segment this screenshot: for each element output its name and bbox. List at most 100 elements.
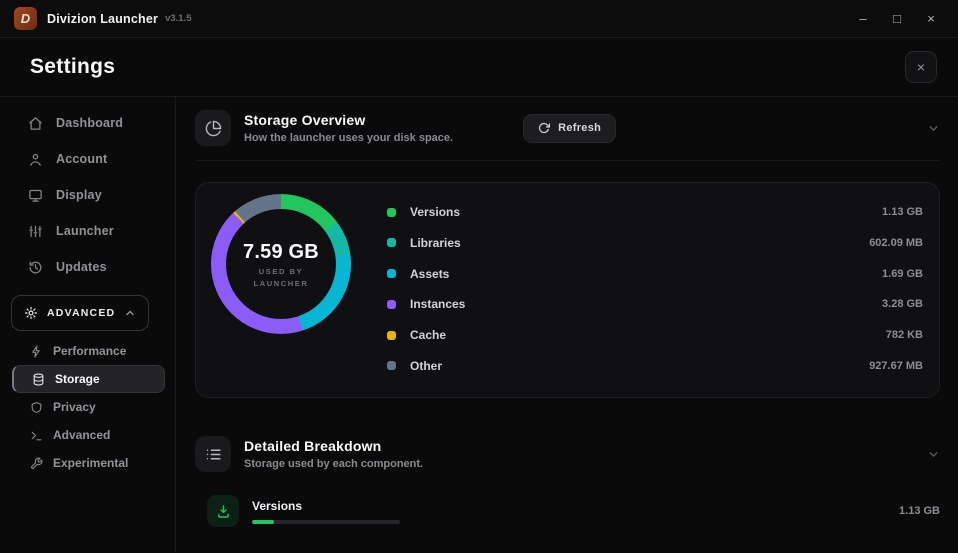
sidebar-item-label: Updates: [56, 260, 107, 274]
legend-color-dot: [387, 269, 396, 278]
sidebar-item-label: Advanced: [53, 428, 110, 442]
maximize-icon: □: [893, 11, 901, 26]
legend-item: Assets 1.69 GB: [387, 267, 923, 281]
user-icon: [28, 152, 43, 167]
legend-value: 602.09 MB: [869, 237, 923, 249]
settings-sidebar: Dashboard Account Display Launcher Updat: [0, 97, 176, 552]
legend-value: 927.67 MB: [869, 360, 923, 372]
storage-overview-card: 7.59 GB USED BY LAUNCHER Versions 1.13 G…: [195, 182, 940, 398]
sidebar-item-privacy[interactable]: Privacy: [12, 393, 165, 421]
app-logo-icon: D: [14, 7, 37, 30]
legend-item: Other 927.67 MB: [387, 359, 923, 373]
storage-overview-header: Storage Overview How the launcher uses y…: [195, 97, 940, 160]
sidebar-item-performance[interactable]: Performance: [12, 337, 165, 365]
breakdown-value: 1.13 GB: [899, 505, 940, 517]
sidebar-item-label: Storage: [55, 372, 100, 386]
legend-color-dot: [387, 238, 396, 247]
database-icon: [32, 373, 45, 386]
chevron-down-icon[interactable]: [927, 122, 940, 135]
storage-settings-panel: Storage Overview How the launcher uses y…: [176, 97, 958, 552]
sidebar-item-label: Launcher: [56, 224, 114, 238]
chevron-down-icon[interactable]: [927, 448, 940, 461]
sidebar-item-storage[interactable]: Storage: [12, 365, 165, 393]
sidebar-item-advanced[interactable]: Advanced: [12, 421, 165, 449]
list-icon: [195, 436, 231, 472]
sidebar-group-label: ADVANCED: [47, 307, 115, 319]
close-icon: ×: [927, 11, 935, 26]
legend-value: 782 KB: [886, 329, 923, 341]
app-title: Divizion Launcher: [47, 12, 158, 26]
legend-item: Instances 3.28 GB: [387, 297, 923, 311]
legend-value: 1.13 GB: [882, 206, 923, 218]
donut-caption-line1: USED BY: [259, 267, 304, 276]
sidebar-item-experimental[interactable]: Experimental: [12, 449, 165, 477]
home-icon: [28, 116, 43, 131]
pie-chart-icon: [195, 110, 231, 146]
maximize-button[interactable]: □: [882, 6, 912, 32]
legend-color-dot: [387, 208, 396, 217]
breakdown-rows: Versions 1.13 GB: [195, 495, 940, 527]
legend-color-dot: [387, 331, 396, 340]
legend-label: Versions: [410, 205, 460, 219]
terminal-icon: [30, 429, 43, 442]
close-window-button[interactable]: ×: [916, 6, 946, 32]
download-icon: [207, 495, 239, 527]
chevron-up-icon: [124, 307, 136, 319]
breakdown-row[interactable]: Versions 1.13 GB: [195, 495, 940, 527]
storage-legend: Versions 1.13 GB Libraries 602.09 MB Ass…: [387, 203, 923, 375]
wrench-icon: [30, 457, 43, 470]
section-subtitle: How the launcher uses your disk space.: [244, 132, 453, 144]
sidebar-item-label: Privacy: [53, 400, 96, 414]
section-title: Storage Overview: [244, 112, 453, 128]
donut-total-value: 7.59 GB: [243, 241, 319, 264]
detailed-breakdown-header: Detailed Breakdown Storage used by each …: [195, 423, 940, 486]
legend-label: Instances: [410, 297, 465, 311]
legend-label: Other: [410, 359, 442, 373]
refresh-icon: [538, 122, 550, 134]
sidebar-item-account[interactable]: Account: [0, 141, 175, 177]
sidebar-item-label: Display: [56, 188, 102, 202]
settings-header: Settings ×: [0, 38, 958, 97]
breakdown-progress-fill: [252, 520, 274, 524]
sidebar-group-advanced-toggle[interactable]: ADVANCED: [11, 295, 149, 331]
legend-item: Libraries 602.09 MB: [387, 236, 923, 250]
section-divider: [195, 160, 940, 161]
sidebar-item-label: Account: [56, 152, 107, 166]
minimize-icon: –: [859, 11, 866, 26]
sidebar-item-label: Dashboard: [56, 116, 123, 130]
sidebar-item-display[interactable]: Display: [0, 177, 175, 213]
sidebar-item-launcher[interactable]: Launcher: [0, 213, 175, 249]
legend-label: Libraries: [410, 236, 461, 250]
minimize-button[interactable]: –: [848, 6, 878, 32]
settings-close-button[interactable]: ×: [905, 51, 937, 83]
sidebar-item-dashboard[interactable]: Dashboard: [0, 105, 175, 141]
legend-color-dot: [387, 361, 396, 370]
monitor-icon: [28, 188, 43, 203]
donut-caption-line2: LAUNCHER: [254, 279, 309, 288]
window-controls: – □ ×: [848, 6, 946, 32]
lightning-icon: [30, 345, 43, 358]
close-icon: ×: [917, 60, 925, 74]
legend-color-dot: [387, 300, 396, 309]
sliders-icon: [28, 224, 43, 239]
page-title: Settings: [30, 55, 115, 79]
legend-item: Versions 1.13 GB: [387, 205, 923, 219]
legend-label: Cache: [410, 328, 446, 342]
legend-label: Assets: [410, 267, 449, 281]
gear-icon: [24, 306, 38, 320]
legend-item: Cache 782 KB: [387, 328, 923, 342]
app-version: v3.1.5: [165, 13, 191, 24]
section-subtitle: Storage used by each component.: [244, 458, 423, 470]
storage-donut-center: 7.59 GB USED BY LAUNCHER: [226, 209, 336, 319]
storage-donut-chart: 7.59 GB USED BY LAUNCHER: [211, 194, 351, 334]
sidebar-item-label: Performance: [53, 344, 126, 358]
refresh-button[interactable]: Refresh: [523, 114, 616, 143]
sidebar-item-updates[interactable]: Updates: [0, 249, 175, 285]
section-title: Detailed Breakdown: [244, 438, 423, 454]
sidebar-item-label: Experimental: [53, 456, 128, 470]
legend-value: 1.69 GB: [882, 268, 923, 280]
breakdown-progress-track: [252, 520, 400, 524]
shield-icon: [30, 401, 43, 414]
refresh-button-label: Refresh: [558, 122, 601, 134]
history-icon: [28, 260, 43, 275]
